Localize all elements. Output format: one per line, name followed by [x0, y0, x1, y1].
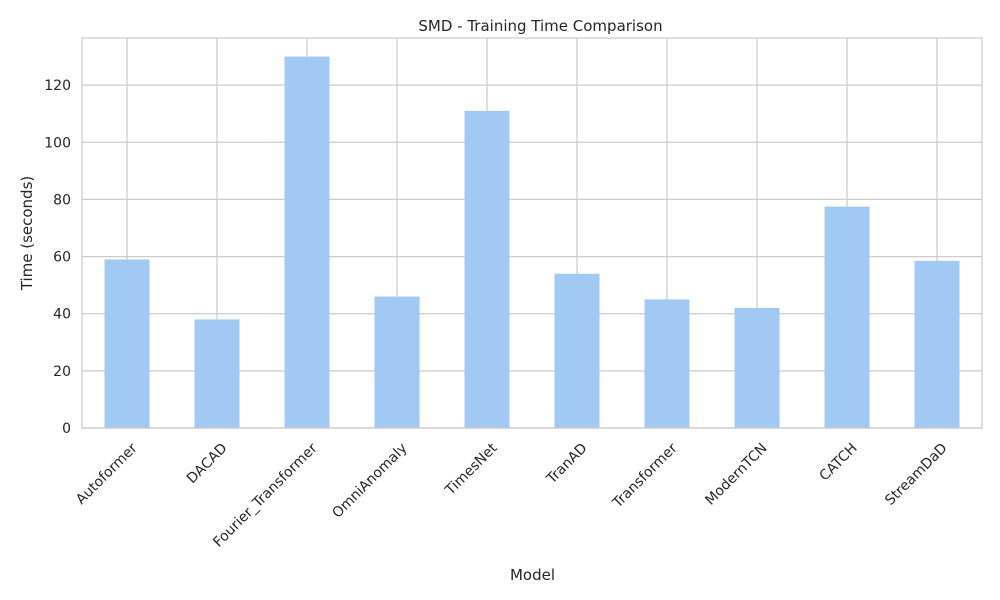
- bar-autoformer: [104, 259, 150, 428]
- bar-catch: [824, 206, 870, 428]
- x-axis-label: Model: [510, 566, 555, 584]
- y-tick-label: 20: [53, 364, 71, 380]
- x-tick-label: ModernTCN: [702, 440, 770, 508]
- y-axis-label: Time (seconds): [18, 176, 36, 292]
- bar-transformer: [644, 299, 690, 428]
- bar-dacad: [194, 319, 240, 428]
- y-tick-label: 40: [53, 307, 71, 323]
- y-tick-label: 100: [44, 135, 71, 151]
- x-tick-label: DACAD: [184, 440, 231, 487]
- x-tick-label: Fourier_Transformer: [210, 440, 320, 550]
- x-tick-label: OmniAnomaly: [329, 440, 410, 521]
- axes-frame: [81, 37, 983, 429]
- x-tick-label: StreamDaD: [882, 440, 950, 508]
- chart-title: SMD - Training Time Comparison: [418, 17, 662, 35]
- y-tick-label: 80: [53, 192, 71, 208]
- x-tick-label: TimesNet: [442, 440, 501, 499]
- bar-moderntcn: [734, 308, 780, 428]
- x-tick-label: TranAD: [543, 440, 590, 487]
- bar-tranad: [554, 273, 600, 428]
- x-tick-label: Autoformer: [73, 440, 141, 508]
- bar-omnianomaly: [374, 296, 420, 428]
- y-tick-label: 120: [44, 78, 71, 94]
- bar-layer: [104, 56, 960, 428]
- y-tick-label: 60: [53, 250, 71, 266]
- y-tick-label: 0: [62, 421, 71, 437]
- bar-streamdad: [914, 260, 960, 428]
- x-tick-label: Transformer: [609, 440, 681, 512]
- x-tick-label: CATCH: [817, 440, 861, 484]
- bar-fourier-transformer: [284, 56, 330, 428]
- bar-timesnet: [464, 110, 510, 428]
- y-tick-labels: 0 20 40 60 80 100 120: [44, 78, 71, 437]
